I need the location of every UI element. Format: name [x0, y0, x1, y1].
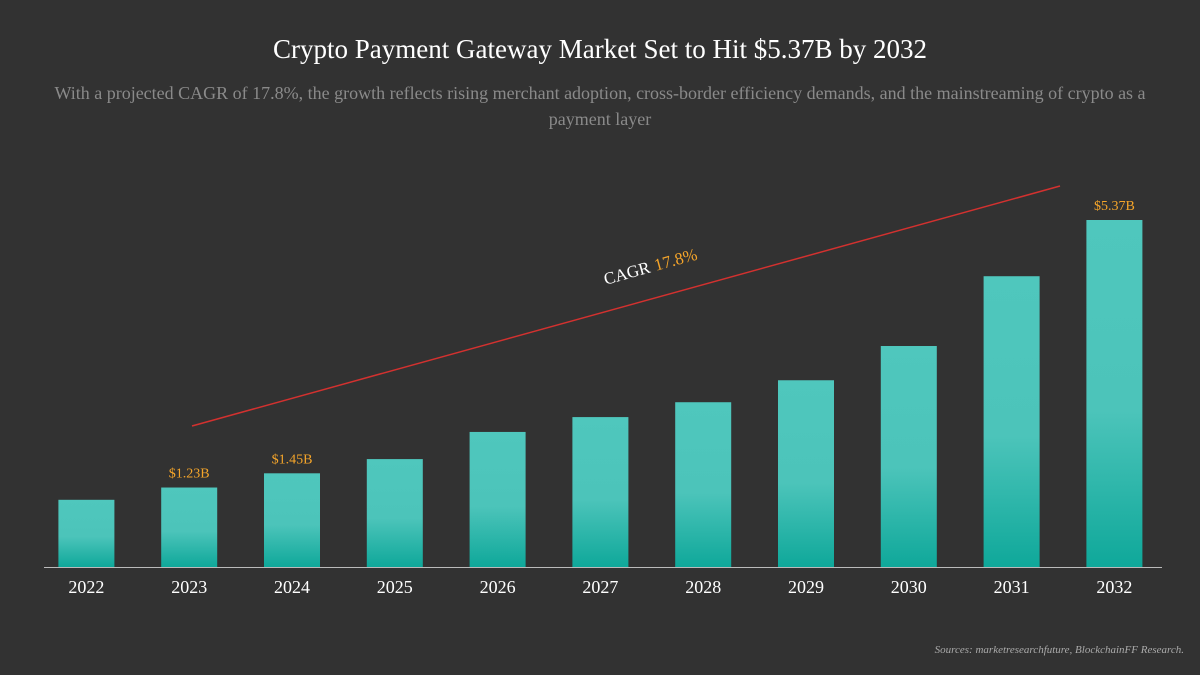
- cagr-value: 17.8%: [652, 245, 699, 275]
- x-tick-label: 2031: [994, 577, 1030, 597]
- bar: [264, 473, 320, 567]
- value-label: $5.37B: [1094, 199, 1135, 214]
- cagr-line: [191, 185, 1061, 427]
- cagr-label: CAGR: [602, 258, 653, 289]
- bar: [675, 402, 732, 567]
- x-tick-label: 2023: [171, 577, 207, 597]
- x-tick-label: 2028: [685, 577, 721, 597]
- value-label: $1.45B: [272, 452, 313, 467]
- bar: [572, 417, 629, 567]
- bar: [469, 431, 526, 567]
- value-label: $1.23B: [169, 467, 210, 482]
- x-tick-label: 2025: [377, 577, 413, 597]
- bar: [58, 499, 115, 567]
- bar: [1086, 220, 1143, 567]
- bar: [366, 459, 423, 567]
- x-tick-label: 2030: [891, 577, 927, 597]
- x-tick-label: 2029: [788, 577, 824, 597]
- bar: [880, 346, 937, 567]
- x-tick-label: 2026: [480, 577, 516, 597]
- cagr-annotation: CAGR17.8%: [602, 245, 700, 289]
- bar: [983, 276, 1040, 567]
- chart-title: Crypto Payment Gateway Market Set to Hit…: [273, 34, 927, 64]
- chart-subtitle: With a projected CAGR of 17.8%, the grow…: [54, 83, 1146, 129]
- x-tick-label: 2022: [68, 577, 104, 597]
- x-tick-label: 2027: [582, 577, 618, 597]
- bar: [161, 487, 218, 567]
- x-tick-label: 2024: [274, 577, 310, 597]
- x-tick-label: 2032: [1096, 577, 1132, 597]
- source-note: Sources: marketresearchfuture, Blockchai…: [934, 644, 1184, 656]
- bar: [778, 380, 834, 567]
